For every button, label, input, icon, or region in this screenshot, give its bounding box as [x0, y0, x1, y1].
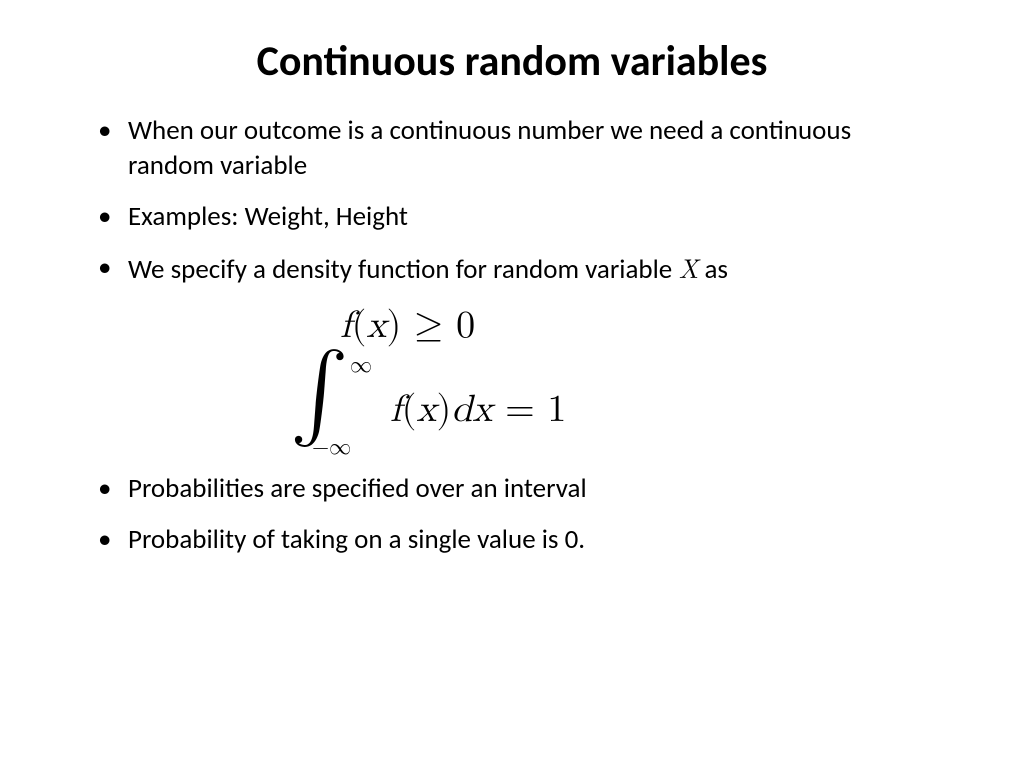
integrand-lpar: ( — [402, 391, 417, 429]
bullet-3-var-x: X — [678, 248, 698, 286]
bullet-3-text-post: as — [698, 253, 728, 286]
eq2-eq: = — [493, 391, 548, 429]
slide: Continuous random variables When our out… — [0, 0, 1024, 768]
eq1-f: f — [340, 307, 352, 345]
eq2-one: 1 — [547, 391, 566, 429]
integrand-rpar: ) — [437, 391, 452, 429]
integrand-f: f — [390, 391, 402, 429]
integrand: f(x)dx = 1 — [390, 387, 566, 433]
integrand-x: x — [416, 391, 436, 429]
bullet-2: Examples: Weight, Height — [90, 199, 934, 234]
integral-sign: ∫ — [290, 341, 349, 447]
integrand-d: d — [451, 391, 472, 429]
eq1-rpar: ) — [387, 307, 402, 345]
bullet-4: Probabilities are specified over an inte… — [90, 471, 934, 506]
bullet-3: We specify a density function for random… — [90, 250, 934, 287]
eq1-x: x — [366, 307, 386, 345]
eq1-zero: 0 — [456, 307, 475, 345]
slide-title: Continuous random variables — [90, 36, 934, 87]
bullet-1: When our outcome is a continuous number … — [90, 113, 934, 183]
equation-1: f(x) ≥ 0 — [340, 303, 934, 349]
integral-lower-limit: −∞ — [312, 435, 351, 461]
integrand-x2: x — [472, 391, 492, 429]
bullet-list: When our outcome is a continuous number … — [90, 113, 934, 287]
math-equations: f(x) ≥ 0 ∫ ∞ −∞ f(x)dx = 1 — [290, 303, 934, 465]
bullet-list-2: Probabilities are specified over an inte… — [90, 471, 934, 557]
eq1-lpar: ( — [352, 307, 367, 345]
bullet-5: Probability of taking on a single value … — [90, 522, 934, 557]
bullet-3-text-pre: We specify a density function for random… — [128, 253, 678, 286]
equation-2: ∫ ∞ −∞ f(x)dx = 1 — [290, 355, 934, 465]
integral-upper-limit: ∞ — [350, 353, 372, 379]
eq1-geq: ≥ — [401, 307, 456, 345]
